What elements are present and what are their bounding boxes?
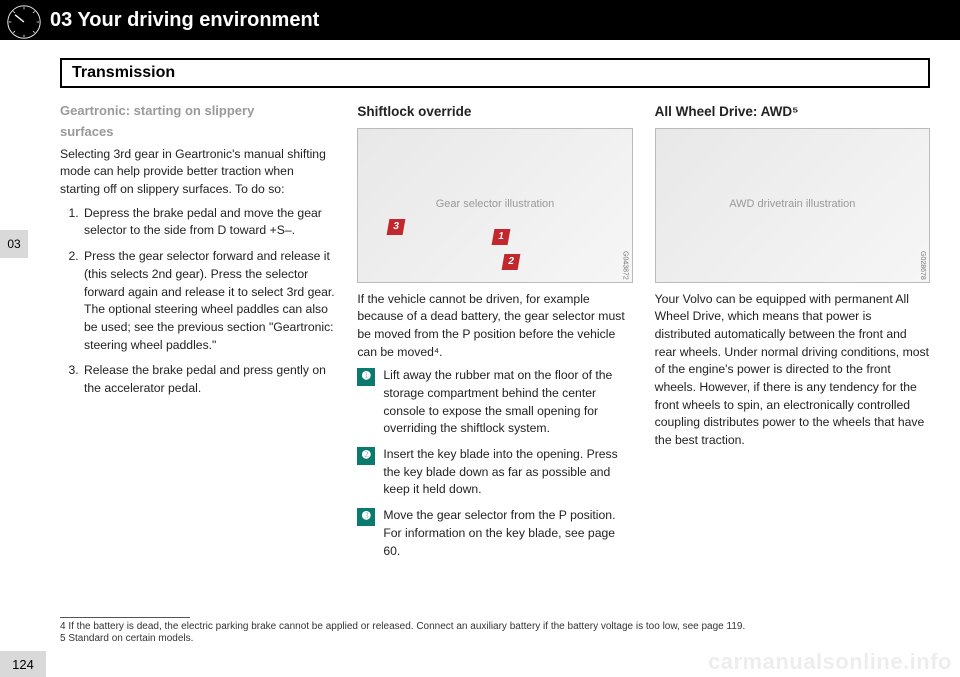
bullet-row-1: ➊ Lift away the rubber mat on the floor … (357, 367, 632, 438)
col1-steps: Depress the brake pedal and move the gea… (60, 205, 335, 398)
col1-intro: Selecting 3rd gear in Geartronic's manua… (60, 146, 335, 199)
bullet-text-1: Lift away the rubber mat on the floor of… (383, 367, 632, 438)
bullet-row-2: ➋ Insert the key blade into the opening.… (357, 446, 632, 499)
shiftlock-image: Gear selector illustration 3 1 2 G043872 (357, 128, 632, 283)
col1-heading-line2: surfaces (60, 123, 335, 142)
awd-image: AWD drivetrain illustration G028678 (655, 128, 930, 283)
bullet-row-3: ➌ Move the gear selector from the P posi… (357, 507, 632, 560)
footnote-4: 4 If the battery is dead, the electric p… (60, 621, 930, 632)
chapter-header: 03 Your driving environment (0, 0, 960, 40)
callout-1: 1 (492, 229, 511, 245)
bullet-badge-3: ➌ (357, 508, 375, 526)
callout-2: 2 (502, 254, 521, 270)
col2-heading: Shiftlock override (357, 102, 632, 122)
col3-heading: All Wheel Drive: AWD⁵ (655, 102, 930, 122)
page-number-label: 124 (12, 657, 34, 672)
chapter-tab: 03 (0, 230, 28, 258)
column-3: All Wheel Drive: AWD⁵ AWD drivetrain ill… (655, 102, 930, 568)
step-2: Press the gear selector forward and rele… (82, 248, 335, 354)
footnotes: 4 If the battery is dead, the electric p… (60, 613, 930, 645)
column-1: Geartronic: starting on slippery surface… (60, 102, 335, 568)
img-code-3: G028678 (917, 251, 927, 280)
footnote-5: 5 Standard on certain models. (60, 633, 930, 644)
img-code-2: G043872 (620, 251, 630, 280)
watermark: carmanualsonline.info (708, 649, 952, 675)
awd-image-label: AWD drivetrain illustration (729, 197, 855, 213)
bullet-badge-1: ➊ (357, 368, 375, 386)
chapter-tab-label: 03 (7, 237, 20, 251)
col3-body: Your Volvo can be equipped with permanen… (655, 291, 930, 450)
gauge-icon (6, 4, 42, 40)
section-title-box: Transmission (60, 58, 930, 88)
callout-3: 3 (387, 219, 406, 235)
col2-intro: If the vehicle cannot be driven, for exa… (357, 291, 632, 362)
step-3: Release the brake pedal and press gently… (82, 362, 335, 397)
column-2: Shiftlock override Gear selector illustr… (357, 102, 632, 568)
shiftlock-image-label: Gear selector illustration (436, 197, 555, 213)
bullet-text-3: Move the gear selector from the P positi… (383, 507, 632, 560)
chapter-title: 03 Your driving environment (50, 9, 319, 32)
section-title: Transmission (72, 64, 175, 81)
page-number: 124 (0, 651, 46, 677)
step-1: Depress the brake pedal and move the gea… (82, 205, 335, 240)
bullet-text-2: Insert the key blade into the opening. P… (383, 446, 632, 499)
col1-heading-line1: Geartronic: starting on slippery (60, 102, 335, 121)
bullet-badge-2: ➋ (357, 447, 375, 465)
